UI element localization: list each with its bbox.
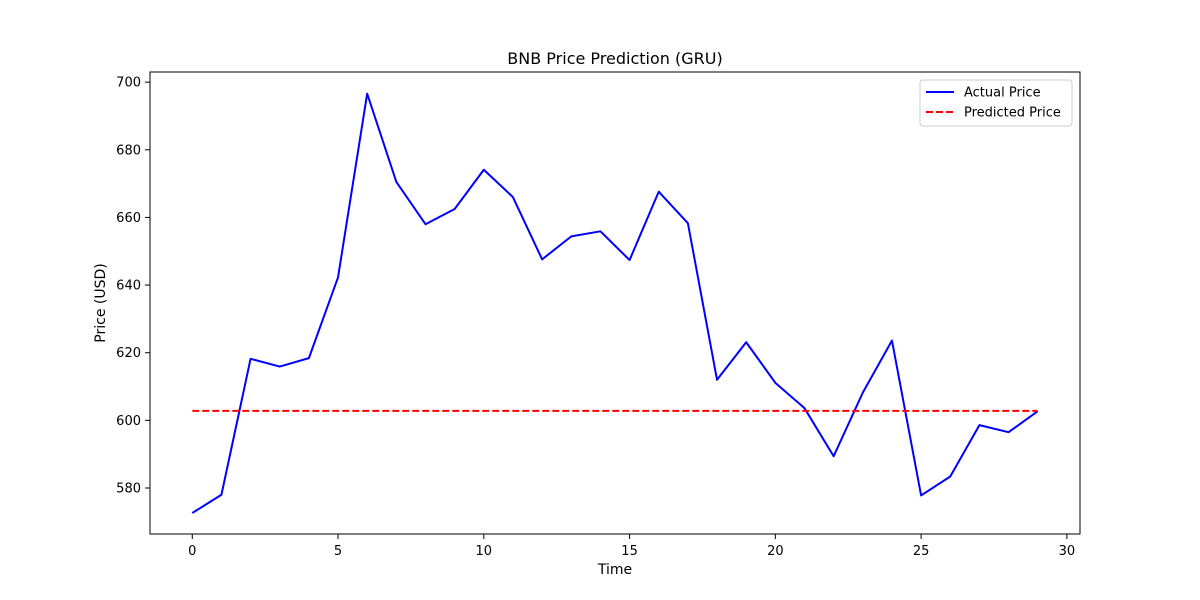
y-axis-label: Price (USD) <box>93 263 109 342</box>
legend-box <box>919 79 1073 127</box>
x-tick-label: 10 <box>476 544 493 559</box>
ticks-layer: 0 5 10 15 20 25 30 580 600 620 640 660 680 700 <box>116 76 1075 559</box>
legend: Actual Price Predicted Price <box>919 79 1073 127</box>
chart-title: BNB Price Prediction (GRU) <box>507 49 722 68</box>
y-tick-label: 680 <box>116 143 141 158</box>
y-tick-label: 660 <box>116 211 141 226</box>
y-tick-label: 600 <box>116 414 141 429</box>
x-tick-label: 0 <box>188 544 196 559</box>
y-tick-label: 580 <box>116 482 141 497</box>
plot-border <box>149 71 1081 535</box>
x-axis-label: Time <box>597 562 632 578</box>
x-tick-label: 20 <box>767 544 784 559</box>
x-tick-label: 15 <box>621 544 638 559</box>
plot-frame <box>149 71 1081 535</box>
x-tick-label: 30 <box>1059 544 1076 559</box>
x-tick-label: 25 <box>913 544 930 559</box>
y-tick-label: 700 <box>116 76 141 91</box>
y-tick-label: 620 <box>116 346 141 361</box>
legend-entry: Predicted Price <box>964 106 1061 121</box>
legend-entry: Actual Price <box>964 86 1041 101</box>
x-tick-label: 5 <box>334 544 342 559</box>
series-line-actual-price <box>191 92 1039 514</box>
series-layer <box>191 92 1039 514</box>
y-tick-label: 640 <box>116 279 141 294</box>
